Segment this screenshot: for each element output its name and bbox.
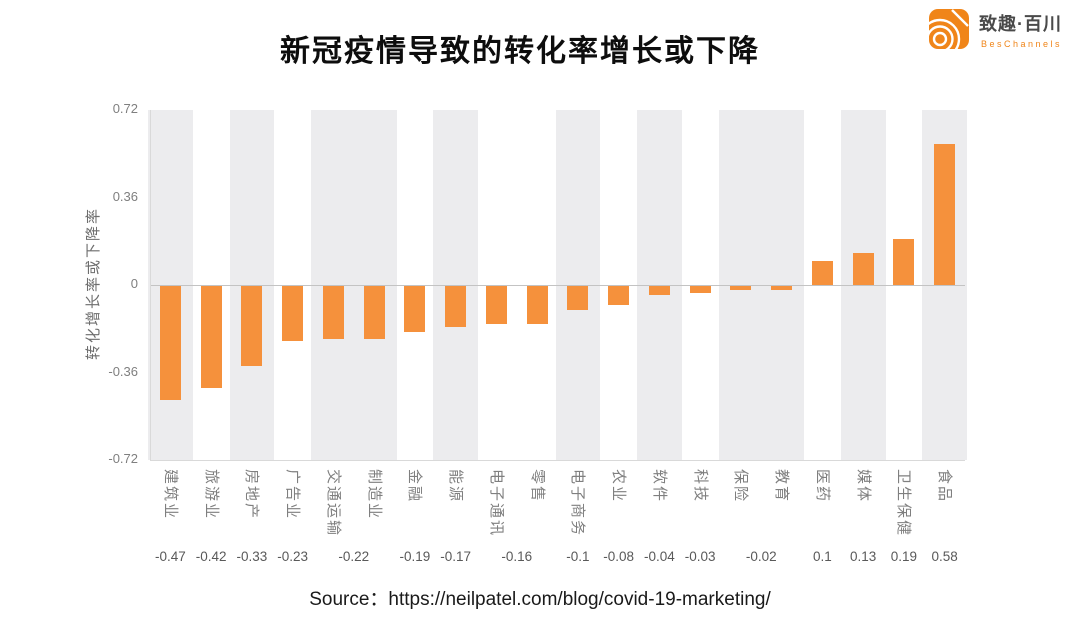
value-label: -0.22 bbox=[338, 549, 370, 564]
bar bbox=[771, 285, 793, 291]
x-axis-line bbox=[150, 460, 965, 461]
bar bbox=[934, 144, 956, 285]
y-tick-label: 0 bbox=[130, 276, 138, 291]
brand-logo: 致趣·百川 BesChannels bbox=[928, 8, 1062, 50]
bar bbox=[363, 285, 385, 339]
y-tick-label: 0.36 bbox=[112, 188, 138, 204]
y-tick-label: -0.72 bbox=[108, 451, 138, 466]
bar bbox=[200, 285, 222, 388]
bar bbox=[282, 285, 304, 342]
bar bbox=[648, 285, 670, 296]
value-label: -0.33 bbox=[236, 549, 268, 564]
category-label: 广告业 bbox=[284, 469, 302, 521]
value-label: -0.04 bbox=[643, 549, 675, 564]
category-label: 金融 bbox=[406, 469, 424, 504]
value-label: -0.03 bbox=[684, 549, 716, 564]
bar bbox=[241, 285, 263, 366]
value-label: 0.13 bbox=[849, 549, 877, 564]
bar bbox=[852, 253, 874, 285]
value-label: -0.47 bbox=[154, 549, 186, 564]
source-text: Source：https://neilpatel.com/blog/covid-… bbox=[309, 589, 771, 610]
category-label: 卫生保健 bbox=[895, 469, 913, 538]
brand-name: 致趣·百川 bbox=[979, 14, 1062, 34]
value-label: 0.1 bbox=[812, 549, 832, 564]
y-tick-label: 0.72 bbox=[112, 101, 138, 116]
bar bbox=[404, 285, 426, 332]
value-label: -0.19 bbox=[399, 549, 431, 564]
category-label: 交通运输 bbox=[324, 469, 342, 538]
value-label: -0.17 bbox=[440, 549, 472, 564]
bar bbox=[322, 285, 344, 339]
category-label: 房地产 bbox=[243, 469, 261, 521]
category-label: 零售 bbox=[528, 469, 546, 504]
category-label: 电子通讯 bbox=[487, 469, 505, 538]
bar bbox=[811, 260, 833, 285]
category-label: 软件 bbox=[650, 469, 668, 504]
category-label: 科技 bbox=[691, 469, 709, 504]
value-label: 0.58 bbox=[931, 549, 958, 564]
y-axis-line bbox=[150, 110, 151, 460]
category-label: 建筑业 bbox=[161, 469, 179, 521]
value-label: -0.42 bbox=[195, 549, 227, 564]
bar bbox=[445, 285, 467, 327]
category-label: 医药 bbox=[813, 469, 831, 504]
category-label: 能源 bbox=[447, 469, 465, 504]
zero-line bbox=[150, 284, 965, 286]
category-label: 教育 bbox=[773, 469, 791, 504]
bar bbox=[730, 285, 752, 291]
category-label: 保险 bbox=[732, 469, 750, 504]
bar bbox=[893, 238, 915, 285]
bar bbox=[526, 285, 548, 325]
brand-text: 致趣·百川 BesChannels bbox=[979, 10, 1062, 49]
bar bbox=[159, 285, 181, 400]
page-title: 新冠疫情导致的转化率增长或下降 bbox=[280, 35, 760, 68]
value-label: -0.16 bbox=[501, 549, 533, 564]
value-label: -0.02 bbox=[745, 549, 777, 564]
category-label: 旅游业 bbox=[202, 469, 220, 521]
bar bbox=[567, 285, 589, 310]
y-tick-label: -0.36 bbox=[108, 363, 138, 379]
category-label: 制造业 bbox=[365, 469, 383, 521]
brand-logo-icon bbox=[928, 8, 970, 50]
bar bbox=[689, 285, 711, 293]
value-label: -0.08 bbox=[603, 549, 635, 564]
bar bbox=[485, 285, 507, 325]
category-label: 食品 bbox=[936, 469, 954, 504]
category-label: 媒体 bbox=[854, 469, 872, 504]
category-label: 农业 bbox=[610, 469, 628, 504]
value-label: -0.23 bbox=[277, 549, 309, 564]
bar bbox=[608, 285, 630, 305]
value-label: -0.1 bbox=[566, 549, 590, 564]
brand-subtitle: BesChannels bbox=[980, 39, 1062, 49]
value-label: 0.19 bbox=[890, 549, 918, 564]
category-label: 电子商务 bbox=[569, 469, 587, 538]
